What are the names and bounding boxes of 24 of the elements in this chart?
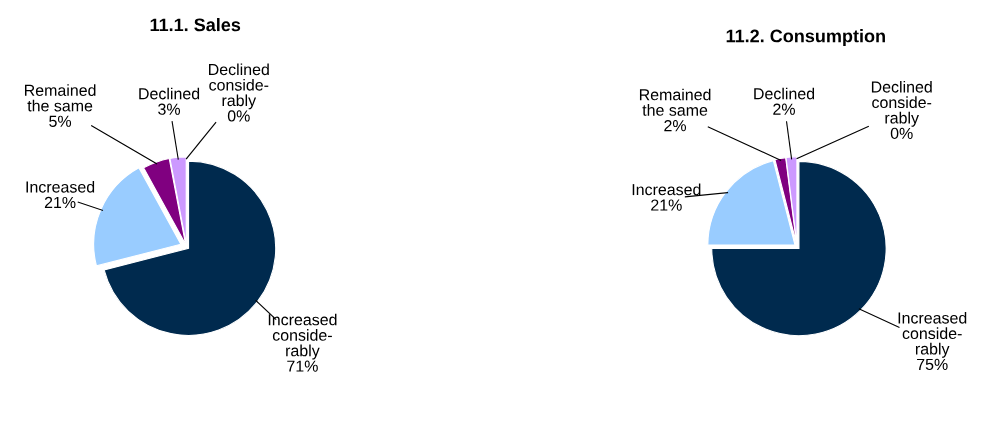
data-label: 3%	[158, 103, 181, 115]
slice-label: Increased	[26, 180, 95, 193]
data-label: 75%	[917, 358, 948, 371]
slice-label: Declined	[754, 87, 815, 100]
text: 0%	[227, 110, 250, 122]
chart-title: 11.2. Consumption	[726, 29, 885, 46]
pie-slice	[707, 160, 796, 246]
chart-title: 11.1. Sales	[150, 17, 241, 32]
data-label: 71%	[287, 360, 318, 372]
slice-label: Remained the same	[639, 88, 711, 116]
slice-label: Increased	[632, 183, 701, 196]
category-label: Declined conside- rably	[209, 63, 269, 110]
slice-label: Declined	[139, 87, 200, 100]
slice-label: Increased conside- rably	[268, 313, 337, 360]
text: 0%	[890, 127, 913, 140]
data-label: 2%	[773, 103, 795, 115]
category-label: Declined conside- rably	[871, 80, 932, 127]
data-label: 5%	[49, 115, 72, 127]
slice-label: Remained the same	[24, 84, 96, 112]
pie-slice	[93, 167, 182, 267]
data-label: 2%	[664, 119, 687, 132]
slice-label: Increased conside- rably	[898, 311, 967, 358]
data-label: 21%	[651, 199, 682, 211]
data-label: 21%	[44, 196, 76, 209]
